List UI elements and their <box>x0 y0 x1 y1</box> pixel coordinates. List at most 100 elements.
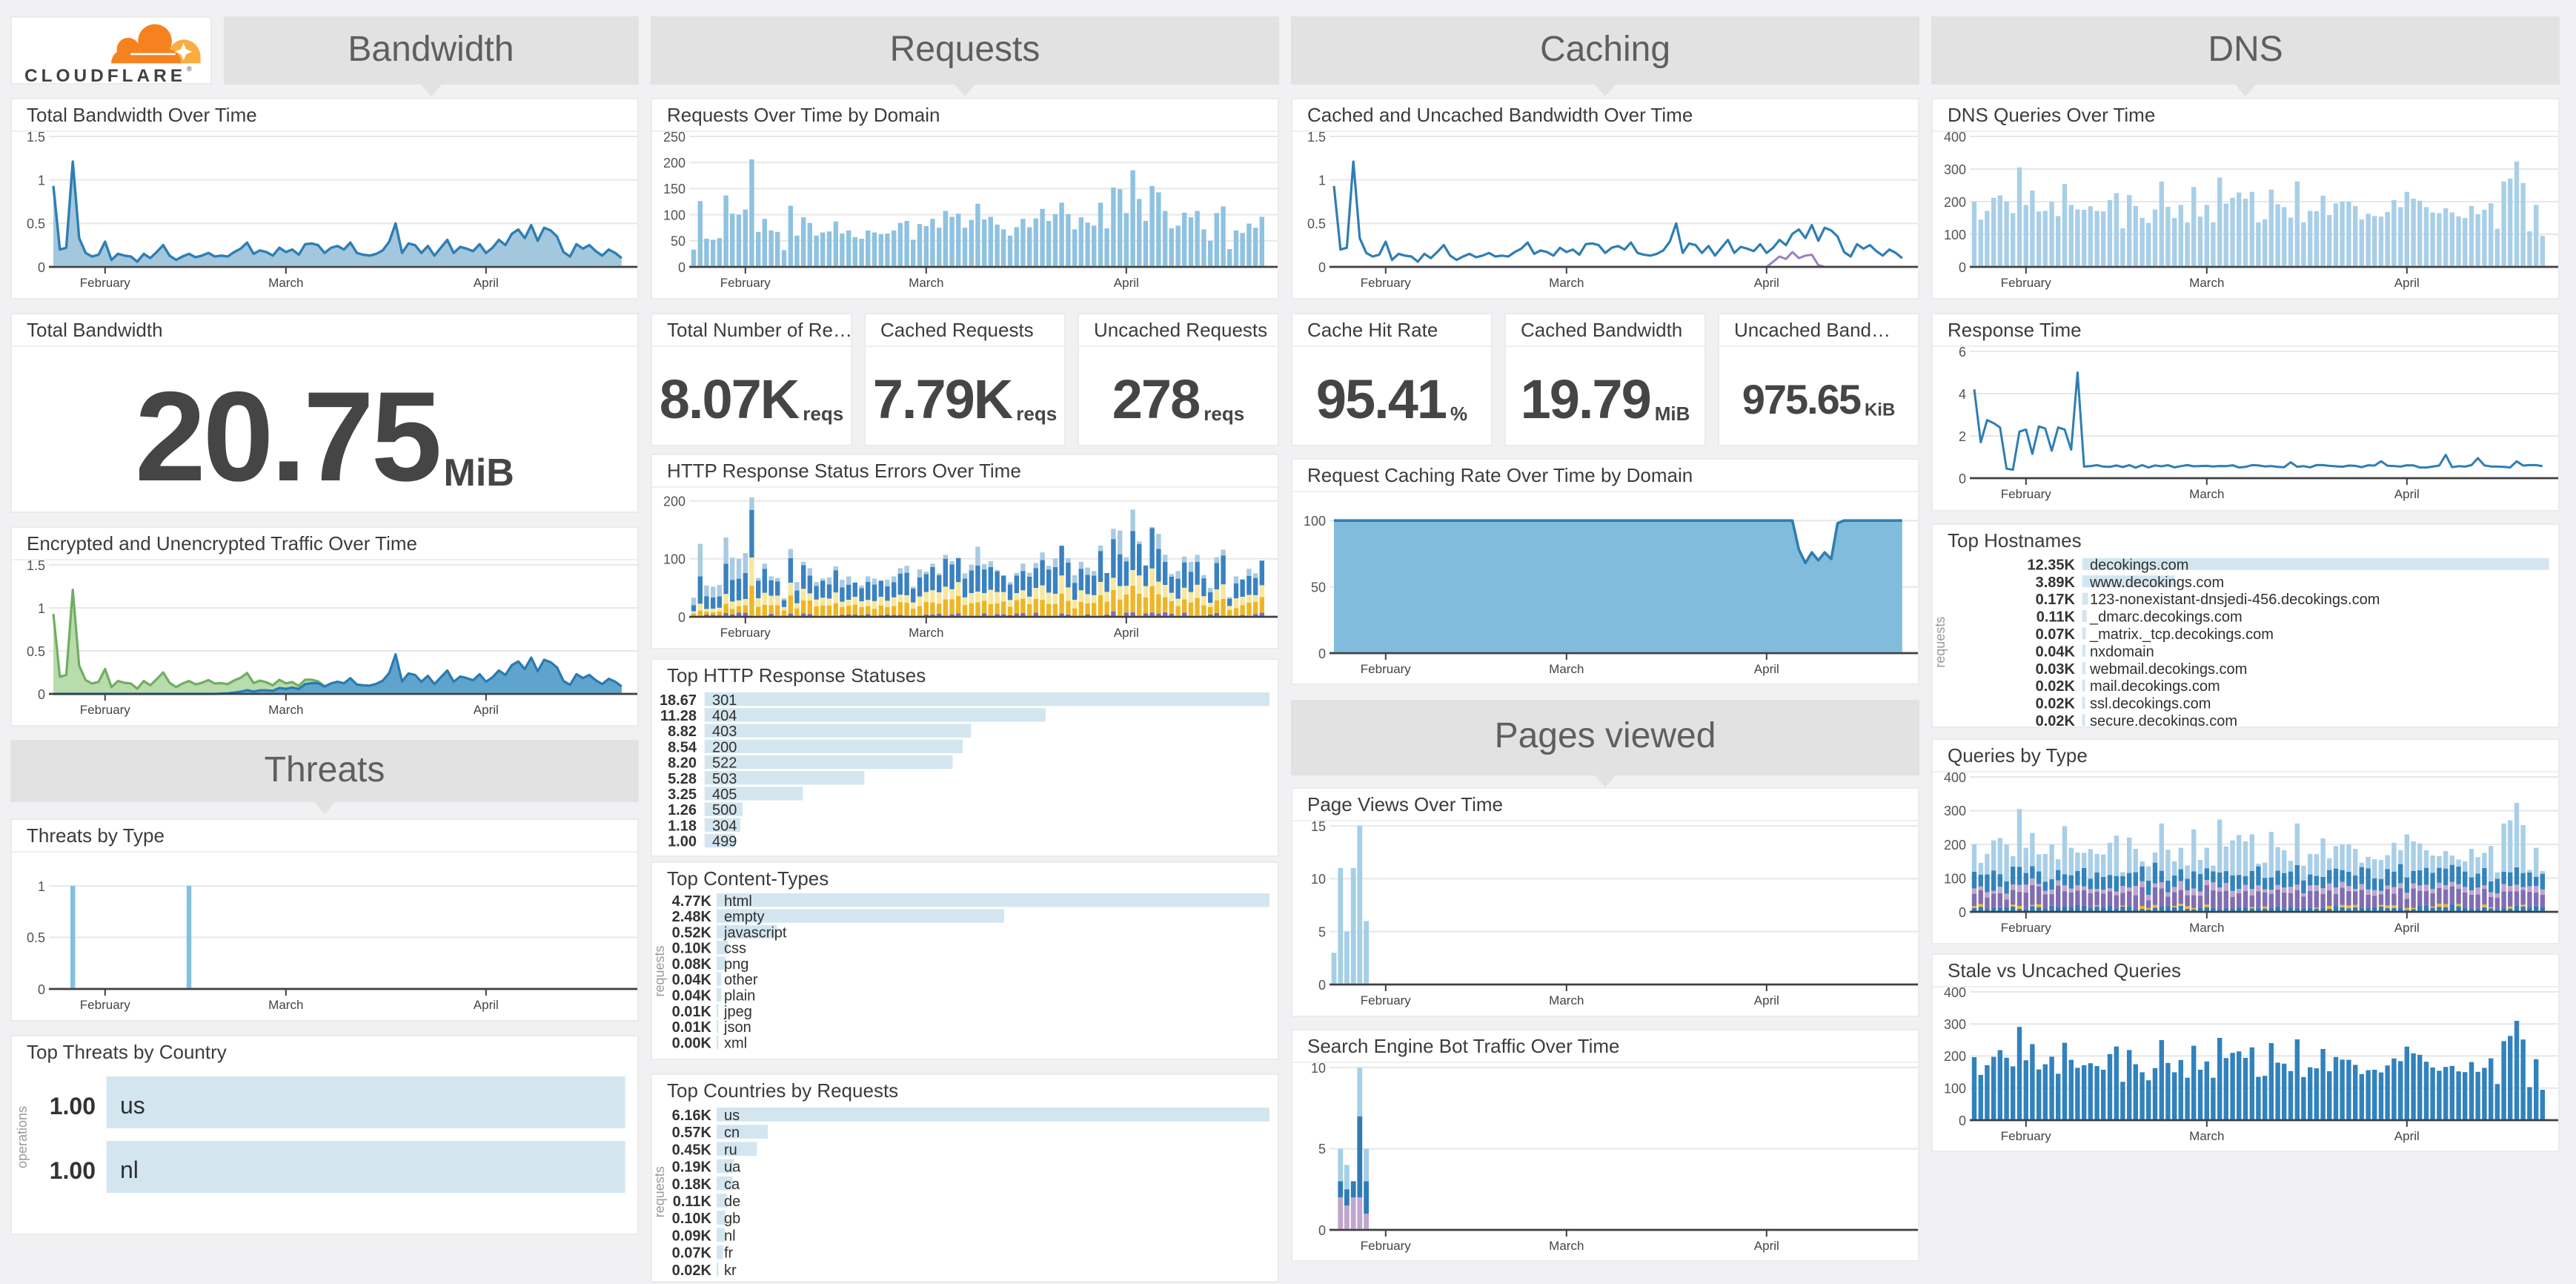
svg-text:CLOUDFLARE: CLOUDFLARE <box>24 66 186 83</box>
svg-text:522: 522 <box>712 755 737 772</box>
svg-text:4.77K: 4.77K <box>672 893 712 909</box>
svg-text:February: February <box>2001 1128 2052 1142</box>
svg-text:0.00K: 0.00K <box>672 1035 712 1051</box>
svg-text:300: 300 <box>1944 804 1966 818</box>
svg-text:April: April <box>1754 661 1779 675</box>
svg-text:5: 5 <box>1318 1141 1326 1156</box>
svg-text:503: 503 <box>712 771 737 787</box>
svg-text:0: 0 <box>1959 1113 1966 1128</box>
svg-text:0: 0 <box>678 260 686 275</box>
svg-text:0.04K: 0.04K <box>2036 643 2076 660</box>
svg-text:0.18K: 0.18K <box>672 1176 712 1192</box>
svg-text:1: 1 <box>38 173 45 188</box>
svg-text:400: 400 <box>1944 987 1966 999</box>
svg-text:February: February <box>2001 276 2052 290</box>
svg-text:100: 100 <box>1304 513 1326 528</box>
svg-text:0.11K: 0.11K <box>673 1193 712 1209</box>
svg-text:1: 1 <box>1318 173 1326 188</box>
svg-text:April: April <box>2394 921 2420 935</box>
svg-text:0: 0 <box>1959 471 1966 486</box>
svg-text:0.19K: 0.19K <box>672 1159 712 1175</box>
svg-text:png: png <box>724 956 748 972</box>
svg-text:April: April <box>1754 993 1779 1007</box>
svg-text:February: February <box>2001 921 2052 935</box>
svg-text:1.00: 1.00 <box>668 834 697 850</box>
svg-text:500: 500 <box>712 802 737 818</box>
svg-text:March: March <box>2189 1128 2224 1142</box>
svg-text:cn: cn <box>724 1124 740 1140</box>
svg-text:March: March <box>268 703 303 717</box>
svg-text:100: 100 <box>663 208 686 222</box>
svg-text:3.89K: 3.89K <box>2036 575 2076 591</box>
svg-text:0.02K: 0.02K <box>672 1262 712 1278</box>
svg-text:March: March <box>1549 276 1584 290</box>
svg-text:1: 1 <box>38 601 45 616</box>
svg-text:April: April <box>2394 1128 2420 1142</box>
svg-text:0.01K: 0.01K <box>672 1003 712 1019</box>
svg-text:0: 0 <box>1959 905 1966 920</box>
svg-text:0.03K: 0.03K <box>2036 661 2076 678</box>
svg-text:1.5: 1.5 <box>1307 132 1326 145</box>
svg-text:nl: nl <box>724 1227 736 1243</box>
svg-text:March: March <box>1549 1238 1584 1252</box>
svg-text:300: 300 <box>1944 1016 1966 1031</box>
svg-text:15: 15 <box>1311 821 1326 833</box>
svg-text:2: 2 <box>1959 429 1966 444</box>
svg-text:8.20: 8.20 <box>668 755 697 772</box>
svg-text:200: 200 <box>663 494 686 509</box>
svg-text:0: 0 <box>38 687 45 702</box>
svg-text:_matrix._tcp.decokings.com: _matrix._tcp.decokings.com <box>2089 626 2274 643</box>
svg-text:April: April <box>474 703 499 717</box>
svg-text:April: April <box>474 276 499 290</box>
svg-text:8.54: 8.54 <box>668 739 697 755</box>
svg-text:100: 100 <box>1944 871 1966 886</box>
svg-text:_dmarc.decokings.com: _dmarc.decokings.com <box>2089 609 2243 626</box>
svg-text:March: March <box>1549 993 1584 1007</box>
svg-text:0: 0 <box>1318 646 1326 661</box>
svg-text:0.45K: 0.45K <box>672 1141 712 1157</box>
svg-text:April: April <box>1114 626 1139 640</box>
svg-text:100: 100 <box>1944 1081 1966 1096</box>
svg-text:10: 10 <box>1311 871 1326 886</box>
svg-text:other: other <box>724 971 758 987</box>
svg-text:fr: fr <box>724 1245 734 1261</box>
svg-text:gb: gb <box>724 1210 740 1226</box>
svg-text:0: 0 <box>1318 260 1326 275</box>
svg-text:200: 200 <box>1944 195 1966 210</box>
svg-text:405: 405 <box>712 787 737 803</box>
svg-text:0: 0 <box>38 260 45 275</box>
svg-text:123-nonexistant-dnsjedi-456.de: 123-nonexistant-dnsjedi-456.decokings.co… <box>2090 592 2380 608</box>
svg-text:requests: requests <box>652 1165 667 1217</box>
svg-text:200: 200 <box>663 156 686 171</box>
svg-text:2.48K: 2.48K <box>672 908 712 924</box>
svg-text:3.25: 3.25 <box>668 787 697 803</box>
svg-text:0.5: 0.5 <box>27 644 45 659</box>
svg-text:0.07K: 0.07K <box>2036 626 2076 643</box>
svg-text:requests: requests <box>1933 617 1948 668</box>
svg-text:February: February <box>2001 487 2052 501</box>
svg-text:April: April <box>1754 1238 1779 1252</box>
svg-text:10: 10 <box>1311 1062 1326 1075</box>
svg-text:ua: ua <box>724 1159 741 1175</box>
svg-text:0.04K: 0.04K <box>672 987 712 1004</box>
svg-text:0.07K: 0.07K <box>672 1245 712 1261</box>
svg-text:5.28: 5.28 <box>668 771 697 787</box>
svg-text:April: April <box>1754 276 1779 290</box>
svg-text:February: February <box>720 276 771 290</box>
svg-text:1.5: 1.5 <box>27 560 45 573</box>
svg-text:secure.decokings.com: secure.decokings.com <box>2090 713 2237 727</box>
svg-text:nxdomain: nxdomain <box>2090 643 2154 660</box>
svg-text:0.01K: 0.01K <box>672 1019 712 1035</box>
svg-text:February: February <box>720 626 771 640</box>
svg-text:April: April <box>474 998 499 1012</box>
svg-text:1.5: 1.5 <box>27 132 45 145</box>
svg-text:150: 150 <box>663 182 686 196</box>
svg-text:February: February <box>1361 1238 1412 1252</box>
svg-text:jpeg: jpeg <box>723 1003 752 1019</box>
svg-text:499: 499 <box>712 834 737 850</box>
svg-text:mail.decokings.com: mail.decokings.com <box>2090 678 2220 695</box>
svg-text:100: 100 <box>663 552 686 567</box>
svg-text:April: April <box>1114 276 1139 290</box>
svg-text:5: 5 <box>1318 924 1326 939</box>
svg-text:1: 1 <box>38 879 45 894</box>
